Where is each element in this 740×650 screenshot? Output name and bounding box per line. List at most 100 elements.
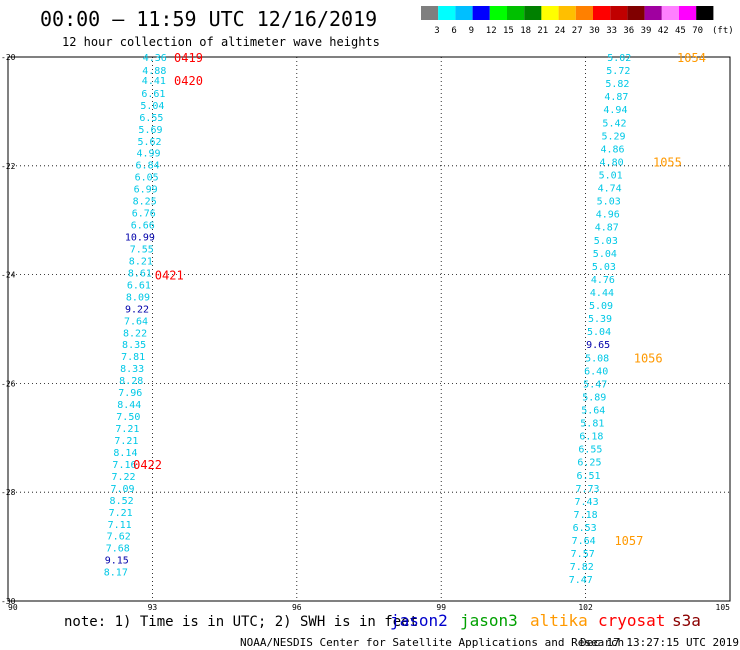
time-label: 1056: [634, 351, 663, 365]
colorbar-swatch: [627, 6, 645, 20]
wave-height-label: 5.01: [599, 171, 623, 182]
time-label: 1057: [614, 534, 643, 548]
wave-height-label: 10.99: [125, 233, 155, 244]
legend-s3a: s3a: [672, 611, 701, 630]
wave-height-label: 6.05: [135, 173, 159, 184]
wave-height-label: 4.76: [591, 275, 615, 286]
wave-height-label: 7.73: [575, 484, 599, 495]
colorbar-swatch: [661, 6, 679, 20]
footer-timestamp: Dec 17 13:27:15 UTC 2019: [580, 636, 739, 649]
wave-height-label: 7.22: [111, 472, 135, 483]
wave-height-label: 4.86: [601, 144, 625, 155]
wave-height-label: 6.25: [577, 458, 601, 469]
wave-height-label: 7.55: [130, 244, 154, 255]
wave-height-label: 8.25: [133, 197, 157, 208]
legend-cryosat: cryosat: [598, 611, 665, 630]
wave-height-label: 5.09: [589, 301, 613, 312]
wave-height-label: 5.02: [607, 53, 631, 64]
colorbar-swatch: [455, 6, 473, 20]
wave-height-label: 5.62: [137, 137, 161, 148]
colorbar-label: 27: [572, 26, 583, 36]
colorbar-swatch: [610, 6, 628, 20]
wave-height-label: 5.42: [602, 118, 626, 129]
time-label: 0421: [155, 269, 184, 283]
wave-height-label: 6.55: [139, 113, 163, 124]
wave-height-label: 9.65: [586, 340, 610, 351]
footer-note: note: 1) Time is in UTC; 2) SWH is in fe…: [64, 614, 418, 630]
wave-height-label: 4.94: [603, 105, 627, 116]
colorbar-swatch: [524, 6, 542, 20]
wave-height-label: 5.82: [605, 79, 629, 90]
wave-height-label: 8.14: [113, 448, 137, 459]
wave-height-label: 7.16: [112, 460, 136, 471]
wave-height-label: 8.21: [129, 256, 153, 267]
wave-height-label: 8.52: [110, 496, 134, 507]
wave-height-label: 7.64: [124, 316, 148, 327]
colorbar-label: 30: [589, 26, 600, 36]
colorbar-label: 6: [451, 26, 456, 36]
wave-height-label: 5.39: [588, 314, 612, 325]
wave-height-label: 7.96: [118, 388, 142, 399]
wave-height-label: 5.47: [583, 379, 607, 390]
wave-height-label: 8.28: [119, 376, 143, 387]
colorbar-label: 15: [503, 26, 514, 36]
wave-height-label: 6.66: [131, 221, 155, 232]
wave-height-label: 8.33: [120, 364, 144, 375]
wave-height-label: 6.53: [573, 523, 597, 534]
wave-height-label: 5.03: [594, 236, 618, 247]
series-cryosat: 4.364.884.416.615.046.555.695.624.996.84…: [104, 51, 203, 579]
series-altika: 5.02 5.72 5.82 4.87 4.94 5.42 5.29 4.86 4.80 5.01…: [569, 51, 706, 586]
wave-height-label: 5.03: [597, 197, 621, 208]
satellite-legend: jason2 jason3 altika cryosat s3a: [390, 611, 701, 630]
x-tick-label: 105: [716, 603, 731, 612]
footer-credit: NOAA/NESDIS Center for Satellite Applica…: [240, 636, 624, 649]
time-label: 0419: [174, 51, 203, 65]
wave-height-label: 5.72: [606, 66, 630, 77]
x-tick-label: 99: [436, 603, 446, 612]
wave-height-label: 7.57: [571, 549, 595, 560]
colorbar-legend: 3 6 9 12 15 18 21 24 27 30 33 36 39 42 45 70: [421, 6, 714, 36]
wave-height-label: 7.62: [107, 532, 131, 543]
colorbar-label: 36: [623, 26, 634, 36]
wave-height-label: 7.21: [114, 436, 138, 447]
wave-height-label: 7.11: [108, 520, 132, 531]
y-tick-label: -26: [1, 379, 16, 388]
wave-height-label: 5.08: [585, 353, 609, 364]
colorbar-swatch: [489, 6, 507, 20]
colorbar-label: 33: [606, 26, 617, 36]
colorbar-swatch: [421, 6, 439, 20]
wave-height-label: 7.47: [569, 575, 593, 586]
wave-height-label: 8.17: [104, 568, 128, 579]
wave-height-label: 5.29: [601, 131, 625, 142]
wave-height-label: 5.69: [138, 125, 162, 136]
colorbar-swatch: [541, 6, 559, 20]
wave-height-label: 5.04: [587, 327, 611, 338]
colorbar-label: 12: [486, 26, 497, 36]
wave-height-label: 4.87: [604, 92, 628, 103]
colorbar-unit: (ft): [712, 26, 734, 36]
time-label: 0420: [174, 74, 203, 88]
wave-height-label: 6.51: [576, 471, 600, 482]
wave-height-label: 4.88: [142, 66, 166, 77]
colorbar-label: 45: [675, 26, 686, 36]
grid-lines: [8, 57, 730, 601]
wave-height-label: 7.43: [575, 497, 599, 508]
colorbar-swatch: [558, 6, 576, 20]
wave-height-label: 6.18: [579, 432, 603, 443]
wave-height-label: 5.64: [581, 406, 605, 417]
colorbar-label: 70: [692, 26, 703, 36]
page-subtitle: 12 hour collection of altimeter wave hei…: [62, 35, 380, 49]
colorbar-swatch: [507, 6, 525, 20]
colorbar-swatch: [472, 6, 490, 20]
wave-height-label: 8.61: [128, 268, 152, 279]
wave-height-label: 5.03: [592, 262, 616, 273]
wave-height-label: 4.80: [600, 157, 624, 168]
wave-height-label: 6.76: [132, 209, 156, 220]
wave-height-label: 4.99: [137, 149, 161, 160]
colorbar-swatch: [438, 6, 456, 20]
colorbar-label: 9: [469, 26, 474, 36]
data-marks: 4.364.884.416.615.046.555.695.624.996.84…: [104, 51, 706, 586]
wave-height-label: 5.81: [580, 419, 604, 430]
colorbar-label: 21: [537, 26, 548, 36]
